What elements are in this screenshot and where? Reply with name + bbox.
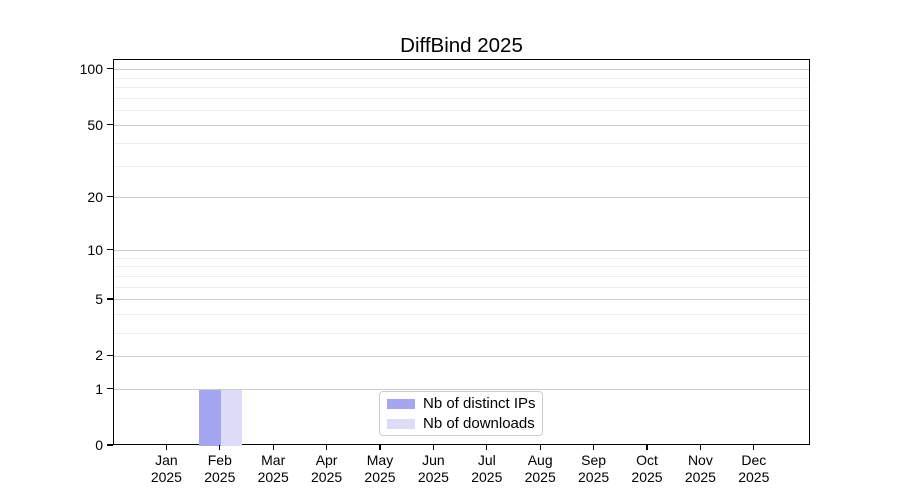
x-tick-label: Jan 2025: [150, 452, 182, 485]
legend-swatch-downloads: [387, 418, 415, 429]
x-tick-mark: [753, 445, 755, 450]
x-tick-mark: [326, 445, 328, 450]
gridline-major: [114, 250, 809, 252]
gridline-minor: [114, 98, 809, 100]
x-tick-label: Feb 2025: [204, 452, 236, 485]
gridline-major: [114, 355, 809, 357]
y-tick-label: 2: [95, 347, 103, 364]
x-tick-mark: [272, 445, 274, 450]
x-tick-mark: [539, 445, 541, 450]
x-tick-label: May 2025: [364, 452, 396, 485]
gridline-minor: [114, 286, 809, 288]
gridline-major: [114, 69, 809, 71]
plot-area: [113, 59, 810, 446]
y-tick-label: 50: [87, 116, 103, 133]
gridline-minor: [114, 110, 809, 112]
y-tick-label: 10: [87, 241, 103, 258]
gridline-major: [114, 389, 809, 390]
gridline-minor: [114, 257, 809, 259]
gridline-major: [114, 299, 809, 301]
bar-nb-of-downloads: [220, 389, 243, 446]
gridline-minor: [114, 314, 809, 316]
y-tick-label: 0: [95, 437, 103, 453]
x-tick-mark: [646, 445, 648, 450]
x-tick-label: Jul 2025: [471, 452, 503, 485]
y-tick-mark: [107, 354, 113, 357]
gridline-minor: [114, 276, 809, 278]
y-tick-mark: [107, 68, 113, 70]
legend-item-distinct-ips: Nb of distinct IPs: [387, 395, 542, 412]
x-tick-label: Apr 2025: [311, 452, 343, 485]
legend-label-downloads: Nb of downloads: [423, 415, 535, 432]
x-tick-mark: [699, 445, 701, 450]
legend-label-distinct-ips: Nb of distinct IPs: [423, 395, 536, 412]
gridline-minor: [114, 77, 809, 79]
legend-item-downloads: Nb of downloads: [387, 415, 542, 432]
x-tick-mark: [379, 445, 381, 450]
x-tick-label: Nov 2025: [684, 452, 716, 485]
x-tick-label: Sep 2025: [578, 452, 610, 485]
x-tick-mark: [593, 445, 595, 450]
legend: Nb of distinct IPs Nb of downloads: [379, 391, 543, 436]
y-tick-mark: [107, 444, 113, 446]
y-tick-mark: [107, 387, 113, 390]
y-tick-label: 1: [95, 380, 103, 397]
y-tick-label: 5: [95, 290, 103, 307]
x-tick-label: Aug 2025: [524, 452, 556, 485]
gridline-minor: [114, 266, 809, 268]
x-tick-label: Oct 2025: [631, 452, 663, 485]
y-tick-label: 100: [79, 60, 103, 77]
x-tick-label: Dec 2025: [738, 452, 770, 485]
y-tick-mark: [107, 196, 113, 198]
x-tick-mark: [219, 445, 221, 450]
gridline-major: [114, 197, 809, 199]
legend-swatch-distinct-ips: [387, 398, 415, 409]
y-tick-mark: [107, 298, 113, 300]
x-tick-mark: [165, 445, 167, 450]
x-tick-mark: [486, 445, 488, 450]
y-tick-label: 20: [87, 188, 103, 205]
x-tick-label: Jun 2025: [417, 452, 449, 485]
gridline-minor: [114, 332, 809, 334]
y-tick-mark: [107, 248, 113, 251]
gridline-major: [114, 125, 809, 127]
gridline-minor: [114, 165, 809, 167]
bar-nb-of-distinct-ips: [199, 389, 221, 446]
y-tick-mark: [107, 123, 113, 126]
x-tick-mark: [432, 445, 434, 450]
gridline-minor: [114, 87, 809, 89]
gridline-minor: [114, 142, 809, 144]
chart-title: DiffBind 2025: [400, 34, 523, 57]
x-tick-label: Mar 2025: [257, 452, 289, 485]
